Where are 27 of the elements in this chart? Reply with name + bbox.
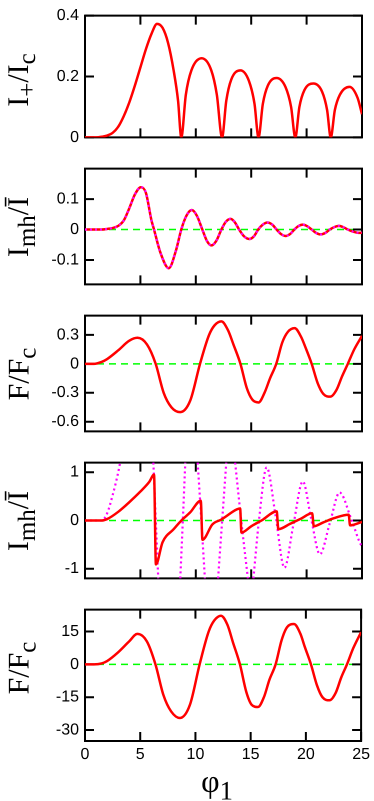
- y-tick-label: -1: [64, 560, 80, 578]
- x-axis-title: φ$_{1}$: [200, 763, 234, 801]
- y-tick-label: -15: [56, 688, 80, 706]
- line-series: [85, 614, 362, 720]
- y-tick-label: 1: [70, 464, 80, 481]
- x-tick-label: 15: [242, 746, 260, 764]
- y-tick-label: 0: [70, 656, 80, 673]
- y-tick-label: 0.2: [56, 68, 80, 85]
- x-tick-label: 5: [136, 746, 145, 764]
- y-tick-label: 0: [70, 355, 80, 372]
- x-tick-label: 25: [352, 746, 370, 764]
- y-tick-label: 0: [70, 128, 80, 146]
- y-tick-label: 15: [61, 622, 80, 640]
- y-tick-label: -30: [56, 721, 80, 738]
- x-tick-label: 10: [186, 746, 204, 764]
- line-series: [85, 22, 362, 138]
- y-tick-label: 0: [70, 220, 80, 238]
- line-series: [85, 473, 362, 566]
- line-series: [85, 320, 362, 414]
- y-tick-label: -0.6: [51, 413, 80, 430]
- y-tick-label: -0.1: [51, 251, 80, 268]
- x-tick-label: 20: [296, 746, 315, 764]
- y-tick-label: 0.1: [56, 190, 80, 208]
- y-tick-label: 0.4: [56, 7, 80, 24]
- y-tick-label: -0.3: [51, 384, 80, 402]
- y-tick-label: 0.3: [56, 326, 80, 344]
- y-tick-label: 0: [70, 512, 80, 529]
